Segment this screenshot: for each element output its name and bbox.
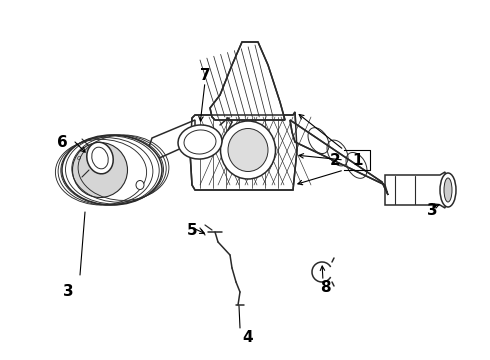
Ellipse shape: [62, 135, 162, 205]
Text: 4: 4: [243, 330, 253, 346]
Polygon shape: [290, 120, 388, 195]
Text: o: o: [77, 155, 81, 161]
Text: 3: 3: [63, 284, 74, 300]
Text: 8: 8: [319, 280, 330, 296]
Polygon shape: [148, 120, 195, 160]
Ellipse shape: [92, 147, 108, 169]
Ellipse shape: [184, 130, 216, 154]
Ellipse shape: [87, 142, 113, 174]
Polygon shape: [190, 112, 297, 190]
Text: 6: 6: [57, 135, 68, 149]
Ellipse shape: [136, 180, 144, 189]
Text: 2: 2: [330, 153, 341, 167]
Polygon shape: [385, 172, 448, 208]
Ellipse shape: [444, 178, 452, 202]
Ellipse shape: [220, 121, 275, 179]
Ellipse shape: [228, 129, 268, 171]
Ellipse shape: [178, 125, 222, 159]
Text: 5: 5: [187, 222, 197, 238]
Text: 3: 3: [427, 202, 437, 217]
Ellipse shape: [440, 173, 456, 207]
Text: 7: 7: [200, 68, 210, 82]
Polygon shape: [210, 42, 285, 120]
Text: 1: 1: [353, 153, 363, 167]
Ellipse shape: [73, 143, 127, 198]
